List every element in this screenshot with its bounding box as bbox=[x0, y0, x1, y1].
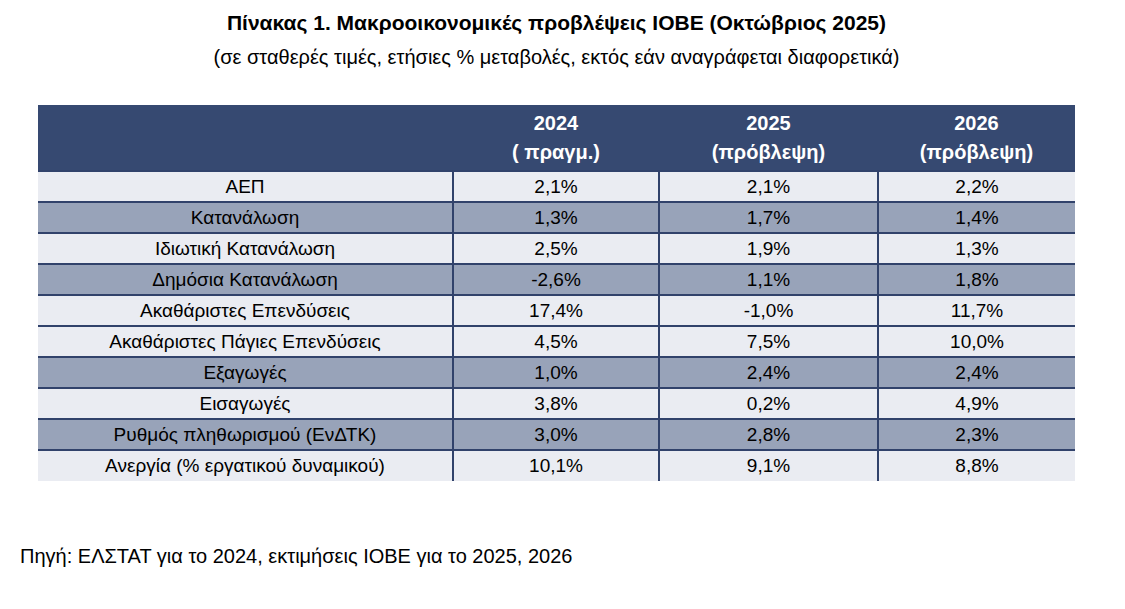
value-cell: 2,1% bbox=[659, 171, 878, 202]
value-cell: 1,3% bbox=[878, 233, 1075, 264]
header-cell-empty bbox=[38, 105, 453, 171]
header-qualifier-2024: ( πραγμ.) bbox=[453, 138, 659, 167]
value-cell: 2,3% bbox=[878, 419, 1075, 450]
header-year-2025: 2025 bbox=[659, 109, 878, 138]
row-label: Ακαθάριστες Πάγιες Επενδύσεις bbox=[38, 326, 453, 357]
value-cell: 17,4% bbox=[453, 295, 659, 326]
value-cell: 10,1% bbox=[453, 450, 659, 481]
value-cell: 1,7% bbox=[659, 202, 878, 233]
header-year-2026: 2026 bbox=[878, 109, 1075, 138]
value-cell: 1,8% bbox=[878, 264, 1075, 295]
table-row-gross-investment: Ακαθάριστες Επενδύσεις 17,4% -1,0% 11,7% bbox=[38, 295, 1075, 326]
value-cell: 2,1% bbox=[453, 171, 659, 202]
source-note: Πηγή: ΕΛΣΤΑΤ για το 2024, εκτιμήσεις ΙΟΒ… bbox=[20, 545, 572, 568]
header-qualifier-2025: (πρόβλεψη) bbox=[659, 138, 878, 167]
value-cell: 3,8% bbox=[453, 388, 659, 419]
header-year-2024: 2024 bbox=[453, 109, 659, 138]
table-row-unemployment: Ανεργία (% εργατικού δυναμικού) 10,1% 9,… bbox=[38, 450, 1075, 481]
header-cell-2026: 2026 (πρόβλεψη) bbox=[878, 105, 1075, 171]
value-cell: 9,1% bbox=[659, 450, 878, 481]
value-cell: -1,0% bbox=[659, 295, 878, 326]
value-cell: 4,9% bbox=[878, 388, 1075, 419]
header-cell-2024: 2024 ( πραγμ.) bbox=[453, 105, 659, 171]
table-row-consumption: Κατανάλωση 1,3% 1,7% 1,4% bbox=[38, 202, 1075, 233]
page-title: Πίνακας 1. Μακροοικονομικές προβλέψεις Ι… bbox=[38, 10, 1075, 36]
value-cell: 2,5% bbox=[453, 233, 659, 264]
row-label: Δημόσια Κατανάλωση bbox=[38, 264, 453, 295]
value-cell: 2,2% bbox=[878, 171, 1075, 202]
table-row-gdp: ΑΕΠ 2,1% 2,1% 2,2% bbox=[38, 171, 1075, 202]
row-label: Εισαγωγές bbox=[38, 388, 453, 419]
header-qualifier-2026: (πρόβλεψη) bbox=[878, 138, 1075, 167]
value-cell: 10,0% bbox=[878, 326, 1075, 357]
table-row-public-consumption: Δημόσια Κατανάλωση -2,6% 1,1% 1,8% bbox=[38, 264, 1075, 295]
forecast-table: 2024 ( πραγμ.) 2025 (πρόβλεψη) 2026 (πρό… bbox=[38, 105, 1075, 481]
value-cell: 4,5% bbox=[453, 326, 659, 357]
value-cell: 1,9% bbox=[659, 233, 878, 264]
value-cell: 2,4% bbox=[878, 357, 1075, 388]
value-cell: 0,2% bbox=[659, 388, 878, 419]
row-label: ΑΕΠ bbox=[38, 171, 453, 202]
row-label: Ιδιωτική Κατανάλωση bbox=[38, 233, 453, 264]
value-cell: 1,4% bbox=[878, 202, 1075, 233]
table-row-imports: Εισαγωγές 3,8% 0,2% 4,9% bbox=[38, 388, 1075, 419]
row-label: Εξαγωγές bbox=[38, 357, 453, 388]
value-cell: 11,7% bbox=[878, 295, 1075, 326]
table-row-gross-fixed-investment: Ακαθάριστες Πάγιες Επενδύσεις 4,5% 7,5% … bbox=[38, 326, 1075, 357]
value-cell: 8,8% bbox=[878, 450, 1075, 481]
row-label: Ακαθάριστες Επενδύσεις bbox=[38, 295, 453, 326]
row-label: Ανεργία (% εργατικού δυναμικού) bbox=[38, 450, 453, 481]
value-cell: 1,0% bbox=[453, 357, 659, 388]
table-row-inflation: Ρυθμός πληθωρισμού (ΕνΔΤΚ) 3,0% 2,8% 2,3… bbox=[38, 419, 1075, 450]
value-cell: 1,3% bbox=[453, 202, 659, 233]
table-row-private-consumption: Ιδιωτική Κατανάλωση 2,5% 1,9% 1,3% bbox=[38, 233, 1075, 264]
value-cell: 3,0% bbox=[453, 419, 659, 450]
value-cell: 1,1% bbox=[659, 264, 878, 295]
header-cell-2025: 2025 (πρόβλεψη) bbox=[659, 105, 878, 171]
row-label: Ρυθμός πληθωρισμού (ΕνΔΤΚ) bbox=[38, 419, 453, 450]
value-cell: 7,5% bbox=[659, 326, 878, 357]
table-row-exports: Εξαγωγές 1,0% 2,4% 2,4% bbox=[38, 357, 1075, 388]
row-label: Κατανάλωση bbox=[38, 202, 453, 233]
header-row: 2024 ( πραγμ.) 2025 (πρόβλεψη) 2026 (πρό… bbox=[38, 105, 1075, 171]
page-subtitle: (σε σταθερές τιμές, ετήσιες % μεταβολές,… bbox=[38, 44, 1075, 70]
value-cell: -2,6% bbox=[453, 264, 659, 295]
value-cell: 2,4% bbox=[659, 357, 878, 388]
value-cell: 2,8% bbox=[659, 419, 878, 450]
